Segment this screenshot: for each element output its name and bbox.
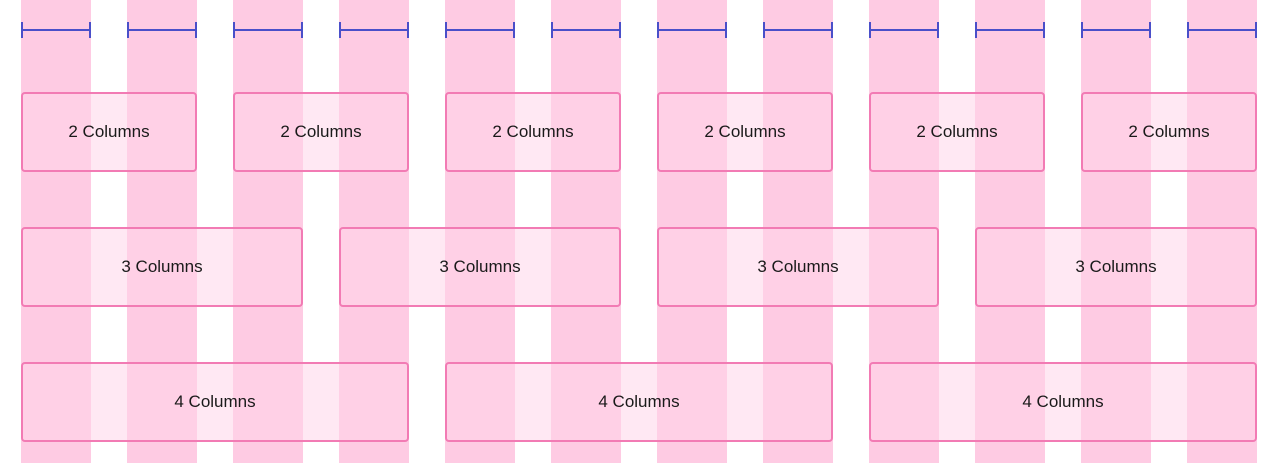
span-box-4-columns: 4 Columns bbox=[21, 362, 409, 442]
span-box-3-columns: 3 Columns bbox=[21, 227, 303, 307]
column-width-marker bbox=[1187, 20, 1257, 40]
column-width-marker bbox=[21, 20, 91, 40]
column-width-marker bbox=[445, 20, 515, 40]
column-width-marker bbox=[233, 20, 303, 40]
span-box-3-columns: 3 Columns bbox=[975, 227, 1257, 307]
span-box-2-columns: 2 Columns bbox=[1081, 92, 1257, 172]
column-width-marker bbox=[1081, 20, 1151, 40]
span-box-4-columns: 4 Columns bbox=[445, 362, 833, 442]
column-width-marker bbox=[339, 20, 409, 40]
span-box-3-columns: 3 Columns bbox=[657, 227, 939, 307]
span-box-4-columns: 4 Columns bbox=[869, 362, 1257, 442]
column-width-marker bbox=[657, 20, 727, 40]
column-width-marker bbox=[763, 20, 833, 40]
column-width-marker bbox=[869, 20, 939, 40]
span-box-2-columns: 2 Columns bbox=[869, 92, 1045, 172]
span-box-2-columns: 2 Columns bbox=[233, 92, 409, 172]
column-width-marker bbox=[975, 20, 1045, 40]
span-box-2-columns: 2 Columns bbox=[445, 92, 621, 172]
span-box-2-columns: 2 Columns bbox=[657, 92, 833, 172]
column-width-marker bbox=[127, 20, 197, 40]
span-box-3-columns: 3 Columns bbox=[339, 227, 621, 307]
column-width-marker bbox=[551, 20, 621, 40]
span-box-2-columns: 2 Columns bbox=[21, 92, 197, 172]
